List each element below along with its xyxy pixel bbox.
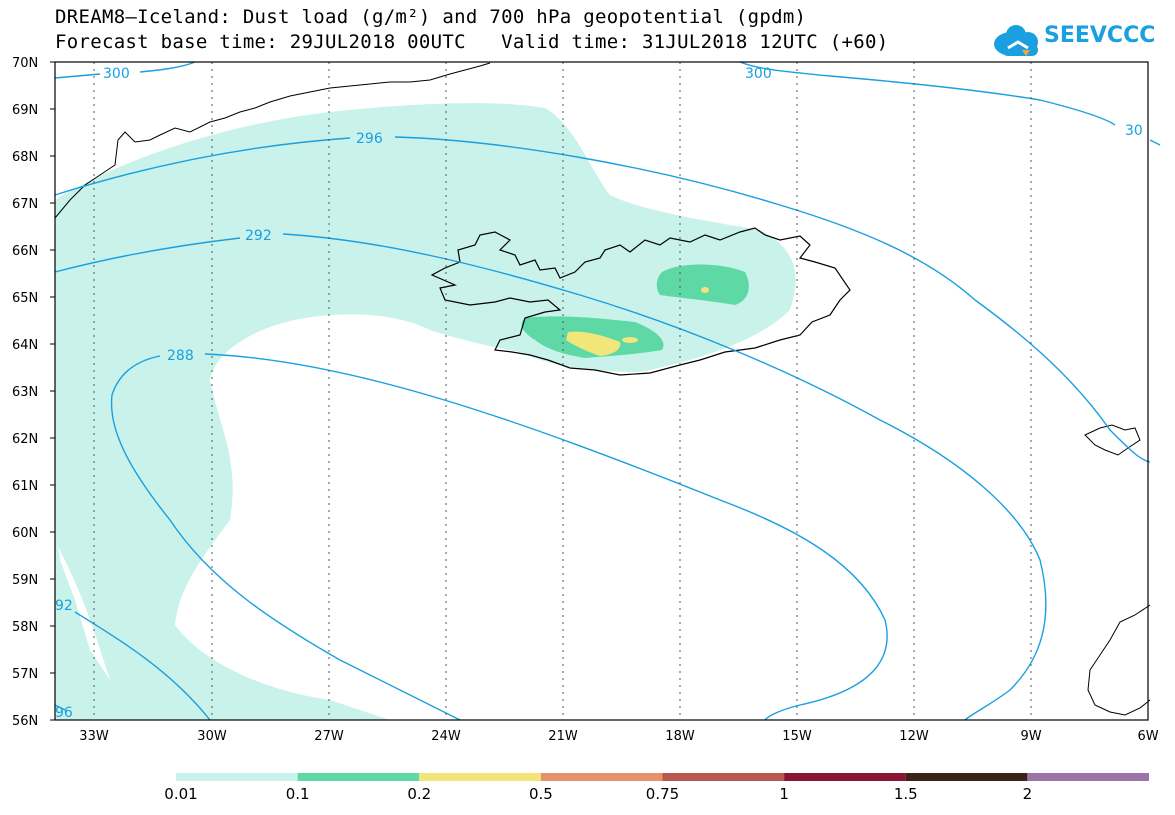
longitude-labels: 33W 30W 27W 24W 21W 18W 15W 12W 9W 6W xyxy=(79,729,1158,744)
contour-label: 288 xyxy=(167,348,194,364)
lat-label: 58N xyxy=(12,620,38,635)
greenland-coastline xyxy=(54,62,491,219)
lon-label: 21W xyxy=(548,729,578,744)
lon-label: 27W xyxy=(314,729,344,744)
contour-label: 296 xyxy=(356,131,383,147)
lat-label: 67N xyxy=(12,197,38,212)
lon-label: 12W xyxy=(899,729,929,744)
lon-label: 33W xyxy=(79,729,109,744)
lat-label: 63N xyxy=(12,385,38,400)
contour-300-east xyxy=(739,61,1161,146)
logo-text: SEEVCCC xyxy=(1044,23,1156,48)
colorbar-label: 1 xyxy=(779,785,789,803)
scotland-coastline xyxy=(1087,604,1151,716)
contour-292 xyxy=(54,233,1047,721)
lon-label: 18W xyxy=(665,729,695,744)
colorbar-label: 0.01 xyxy=(164,785,198,803)
colorbar xyxy=(176,773,1149,781)
contour-300-west xyxy=(54,61,196,79)
seevccc-logo xyxy=(994,25,1038,56)
lat-label: 66N xyxy=(12,244,38,259)
iceland-coastline xyxy=(430,227,851,376)
contour-label-group: 300 300 30 296 292 288 92 96 xyxy=(55,66,1143,721)
lon-label: 6W xyxy=(1137,729,1158,744)
colorbar-segment xyxy=(784,773,906,781)
cloud-icon xyxy=(994,25,1038,56)
geopotential-contours xyxy=(54,61,1161,721)
colorbar-segment xyxy=(176,773,298,781)
contour-288 xyxy=(110,353,888,721)
colorbar-segment xyxy=(662,773,785,781)
contour-label: 300 xyxy=(103,66,130,82)
lat-label: 69N xyxy=(12,103,38,118)
lat-label: 59N xyxy=(12,573,38,588)
lat-label: 65N xyxy=(12,291,38,306)
colorbar-label: 0.5 xyxy=(528,785,553,803)
lat-label: 56N xyxy=(12,714,38,729)
lat-label: 61N xyxy=(12,479,38,494)
lat-label: 60N xyxy=(12,526,38,541)
colorbar-segment xyxy=(1027,773,1149,781)
contour-label: 292 xyxy=(245,228,272,244)
colorbar-label: 0.75 xyxy=(645,785,680,803)
grid-lines xyxy=(93,62,1032,720)
dust-high-area xyxy=(566,287,709,356)
map-subtitle: Forecast base time: 29JUL2018 00UTC Vali… xyxy=(55,31,889,53)
colorbar-segment xyxy=(297,773,420,781)
lon-label: 9W xyxy=(1020,729,1041,744)
map-title: DREAM8–Iceland: Dust load (g/m²) and 700… xyxy=(55,6,807,28)
colorbar-label: 0.2 xyxy=(407,785,432,803)
lat-label: 62N xyxy=(12,432,38,447)
contour-label: 300 xyxy=(745,66,772,82)
contour-296-southwest xyxy=(54,704,66,711)
lat-label: 64N xyxy=(12,338,38,353)
contour-296 xyxy=(54,136,1151,463)
lat-label: 57N xyxy=(12,667,38,682)
lon-label: 15W xyxy=(782,729,812,744)
dust-light-area xyxy=(55,103,796,720)
lat-label: 68N xyxy=(12,150,38,165)
contour-label: 96 xyxy=(55,705,73,721)
lon-label: 24W xyxy=(431,729,461,744)
lat-label: 70N xyxy=(12,56,38,71)
colorbar-label: 2 xyxy=(1022,785,1033,803)
colorbar-segment xyxy=(540,773,663,781)
latitude-ticks xyxy=(50,61,55,721)
contour-292-southwest xyxy=(74,611,211,721)
contour-label: 92 xyxy=(55,598,73,614)
lon-label: 30W xyxy=(197,729,227,744)
contour-label: 30 xyxy=(1125,123,1143,139)
colorbar-segment xyxy=(419,773,541,781)
latitude-labels: 70N 69N 68N 67N 66N 65N 64N 63N 62N 61N … xyxy=(12,56,38,729)
colorbar-label: 0.1 xyxy=(285,785,310,803)
colorbar-label: 1.5 xyxy=(893,785,918,803)
colorbar-segment xyxy=(905,773,1028,781)
